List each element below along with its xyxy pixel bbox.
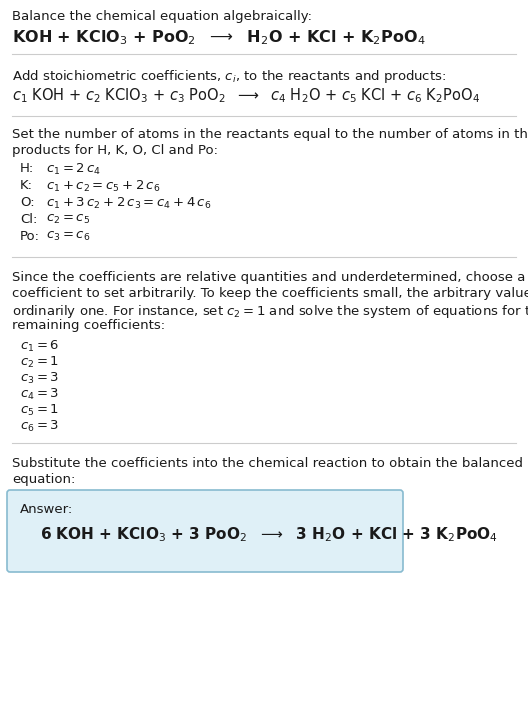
Text: Answer:: Answer: <box>20 503 73 516</box>
Text: O:: O: <box>20 196 35 209</box>
Text: Po:: Po: <box>20 230 40 243</box>
Text: Since the coefficients are relative quantities and underdetermined, choose a: Since the coefficients are relative quan… <box>12 271 525 284</box>
Text: H:: H: <box>20 162 34 175</box>
Text: Add stoichiometric coefficients, $c_i$, to the reactants and products:: Add stoichiometric coefficients, $c_i$, … <box>12 68 446 85</box>
Text: $c_1 + 3\,c_2 + 2\,c_3 = c_4 + 4\,c_6$: $c_1 + 3\,c_2 + 2\,c_3 = c_4 + 4\,c_6$ <box>46 196 212 211</box>
Text: $c_1$ KOH + $c_2$ KClO$_3$ + $c_3$ PoO$_2$  $\longrightarrow$  $c_4$ H$_2$O + $c: $c_1$ KOH + $c_2$ KClO$_3$ + $c_3$ PoO$_… <box>12 86 480 105</box>
Text: products for H, K, O, Cl and Po:: products for H, K, O, Cl and Po: <box>12 144 218 157</box>
Text: $c_1 = 6$: $c_1 = 6$ <box>20 339 59 354</box>
Text: $c_1 = 2\,c_4$: $c_1 = 2\,c_4$ <box>46 162 101 177</box>
Text: $c_3 = 3$: $c_3 = 3$ <box>20 371 59 386</box>
Text: $c_3 = c_6$: $c_3 = c_6$ <box>46 230 90 243</box>
Text: remaining coefficients:: remaining coefficients: <box>12 319 165 332</box>
Text: $c_2 = 1$: $c_2 = 1$ <box>20 355 59 370</box>
Text: equation:: equation: <box>12 473 76 486</box>
Text: $c_6 = 3$: $c_6 = 3$ <box>20 419 59 434</box>
FancyBboxPatch shape <box>7 490 403 572</box>
Text: $c_4 = 3$: $c_4 = 3$ <box>20 387 59 402</box>
Text: Substitute the coefficients into the chemical reaction to obtain the balanced: Substitute the coefficients into the che… <box>12 457 523 470</box>
Text: KOH + KClO$_3$ + PoO$_2$  $\longrightarrow$  H$_2$O + KCl + K$_2$PoO$_4$: KOH + KClO$_3$ + PoO$_2$ $\longrightarro… <box>12 28 426 47</box>
Text: Set the number of atoms in the reactants equal to the number of atoms in the: Set the number of atoms in the reactants… <box>12 128 528 141</box>
Text: 6 KOH + KClO$_3$ + 3 PoO$_2$  $\longrightarrow$  3 H$_2$O + KCl + 3 K$_2$PoO$_4$: 6 KOH + KClO$_3$ + 3 PoO$_2$ $\longright… <box>40 525 498 543</box>
Text: $c_2 = c_5$: $c_2 = c_5$ <box>46 213 90 226</box>
Text: $c_1 + c_2 = c_5 + 2\,c_6$: $c_1 + c_2 = c_5 + 2\,c_6$ <box>46 179 161 194</box>
Text: coefficient to set arbitrarily. To keep the coefficients small, the arbitrary va: coefficient to set arbitrarily. To keep … <box>12 287 528 300</box>
Text: $c_5 = 1$: $c_5 = 1$ <box>20 403 59 418</box>
Text: Balance the chemical equation algebraically:: Balance the chemical equation algebraica… <box>12 10 312 23</box>
Text: K:: K: <box>20 179 33 192</box>
Text: ordinarily one. For instance, set $c_2 = 1$ and solve the system of equations fo: ordinarily one. For instance, set $c_2 =… <box>12 303 528 320</box>
Text: Cl:: Cl: <box>20 213 37 226</box>
